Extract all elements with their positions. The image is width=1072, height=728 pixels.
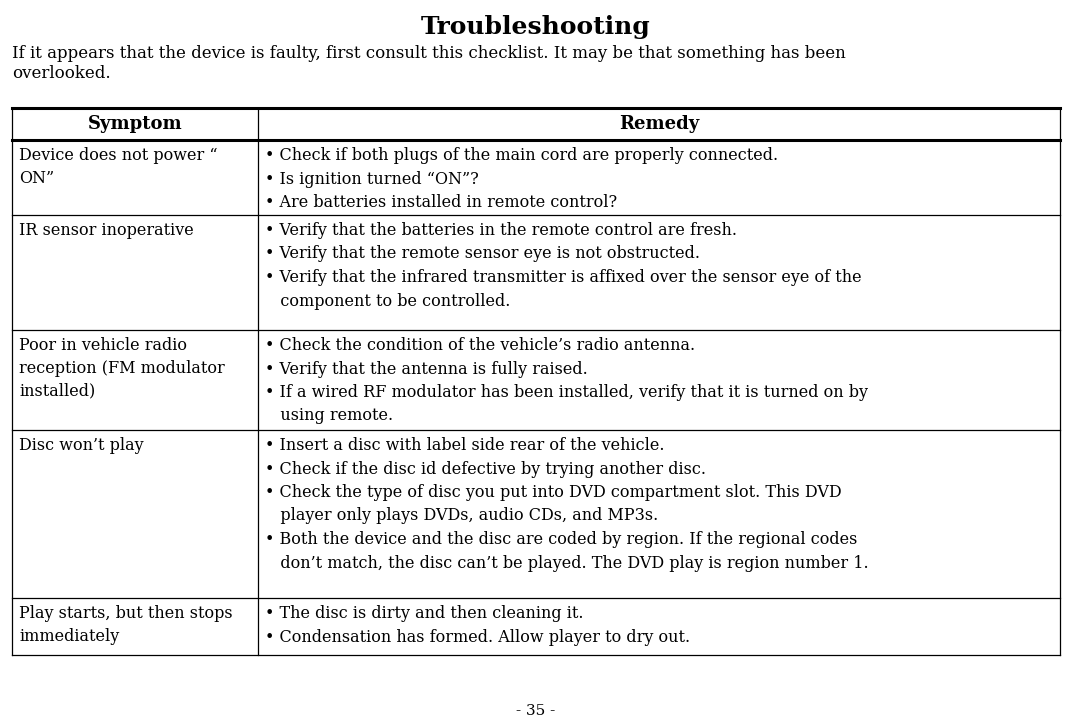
Text: • Insert a disc with label side rear of the vehicle.
• Check if the disc id defe: • Insert a disc with label side rear of …: [265, 437, 869, 571]
Text: Troubleshooting: Troubleshooting: [421, 15, 651, 39]
Text: • Check the condition of the vehicle’s radio antenna.
• Verify that the antenna : • Check the condition of the vehicle’s r…: [265, 337, 868, 424]
Text: Disc won’t play: Disc won’t play: [19, 437, 144, 454]
Text: - 35 -: - 35 -: [517, 704, 555, 718]
Text: IR sensor inoperative: IR sensor inoperative: [19, 222, 194, 239]
Text: • Check if both plugs of the main cord are properly connected.
• Is ignition tur: • Check if both plugs of the main cord a…: [265, 147, 778, 211]
Text: Remedy: Remedy: [619, 115, 699, 133]
Text: Symptom: Symptom: [88, 115, 182, 133]
Text: • Verify that the batteries in the remote control are fresh.
• Verify that the r: • Verify that the batteries in the remot…: [265, 222, 862, 309]
Text: Device does not power “
ON”: Device does not power “ ON”: [19, 147, 218, 187]
Text: overlooked.: overlooked.: [12, 65, 110, 82]
Text: Play starts, but then stops
immediately: Play starts, but then stops immediately: [19, 605, 233, 645]
Text: • The disc is dirty and then cleaning it.
• Condensation has formed. Allow playe: • The disc is dirty and then cleaning it…: [265, 605, 690, 646]
Text: If it appears that the device is faulty, first consult this checklist. It may be: If it appears that the device is faulty,…: [12, 45, 846, 62]
Text: Poor in vehicle radio
reception (FM modulator
installed): Poor in vehicle radio reception (FM modu…: [19, 337, 225, 400]
